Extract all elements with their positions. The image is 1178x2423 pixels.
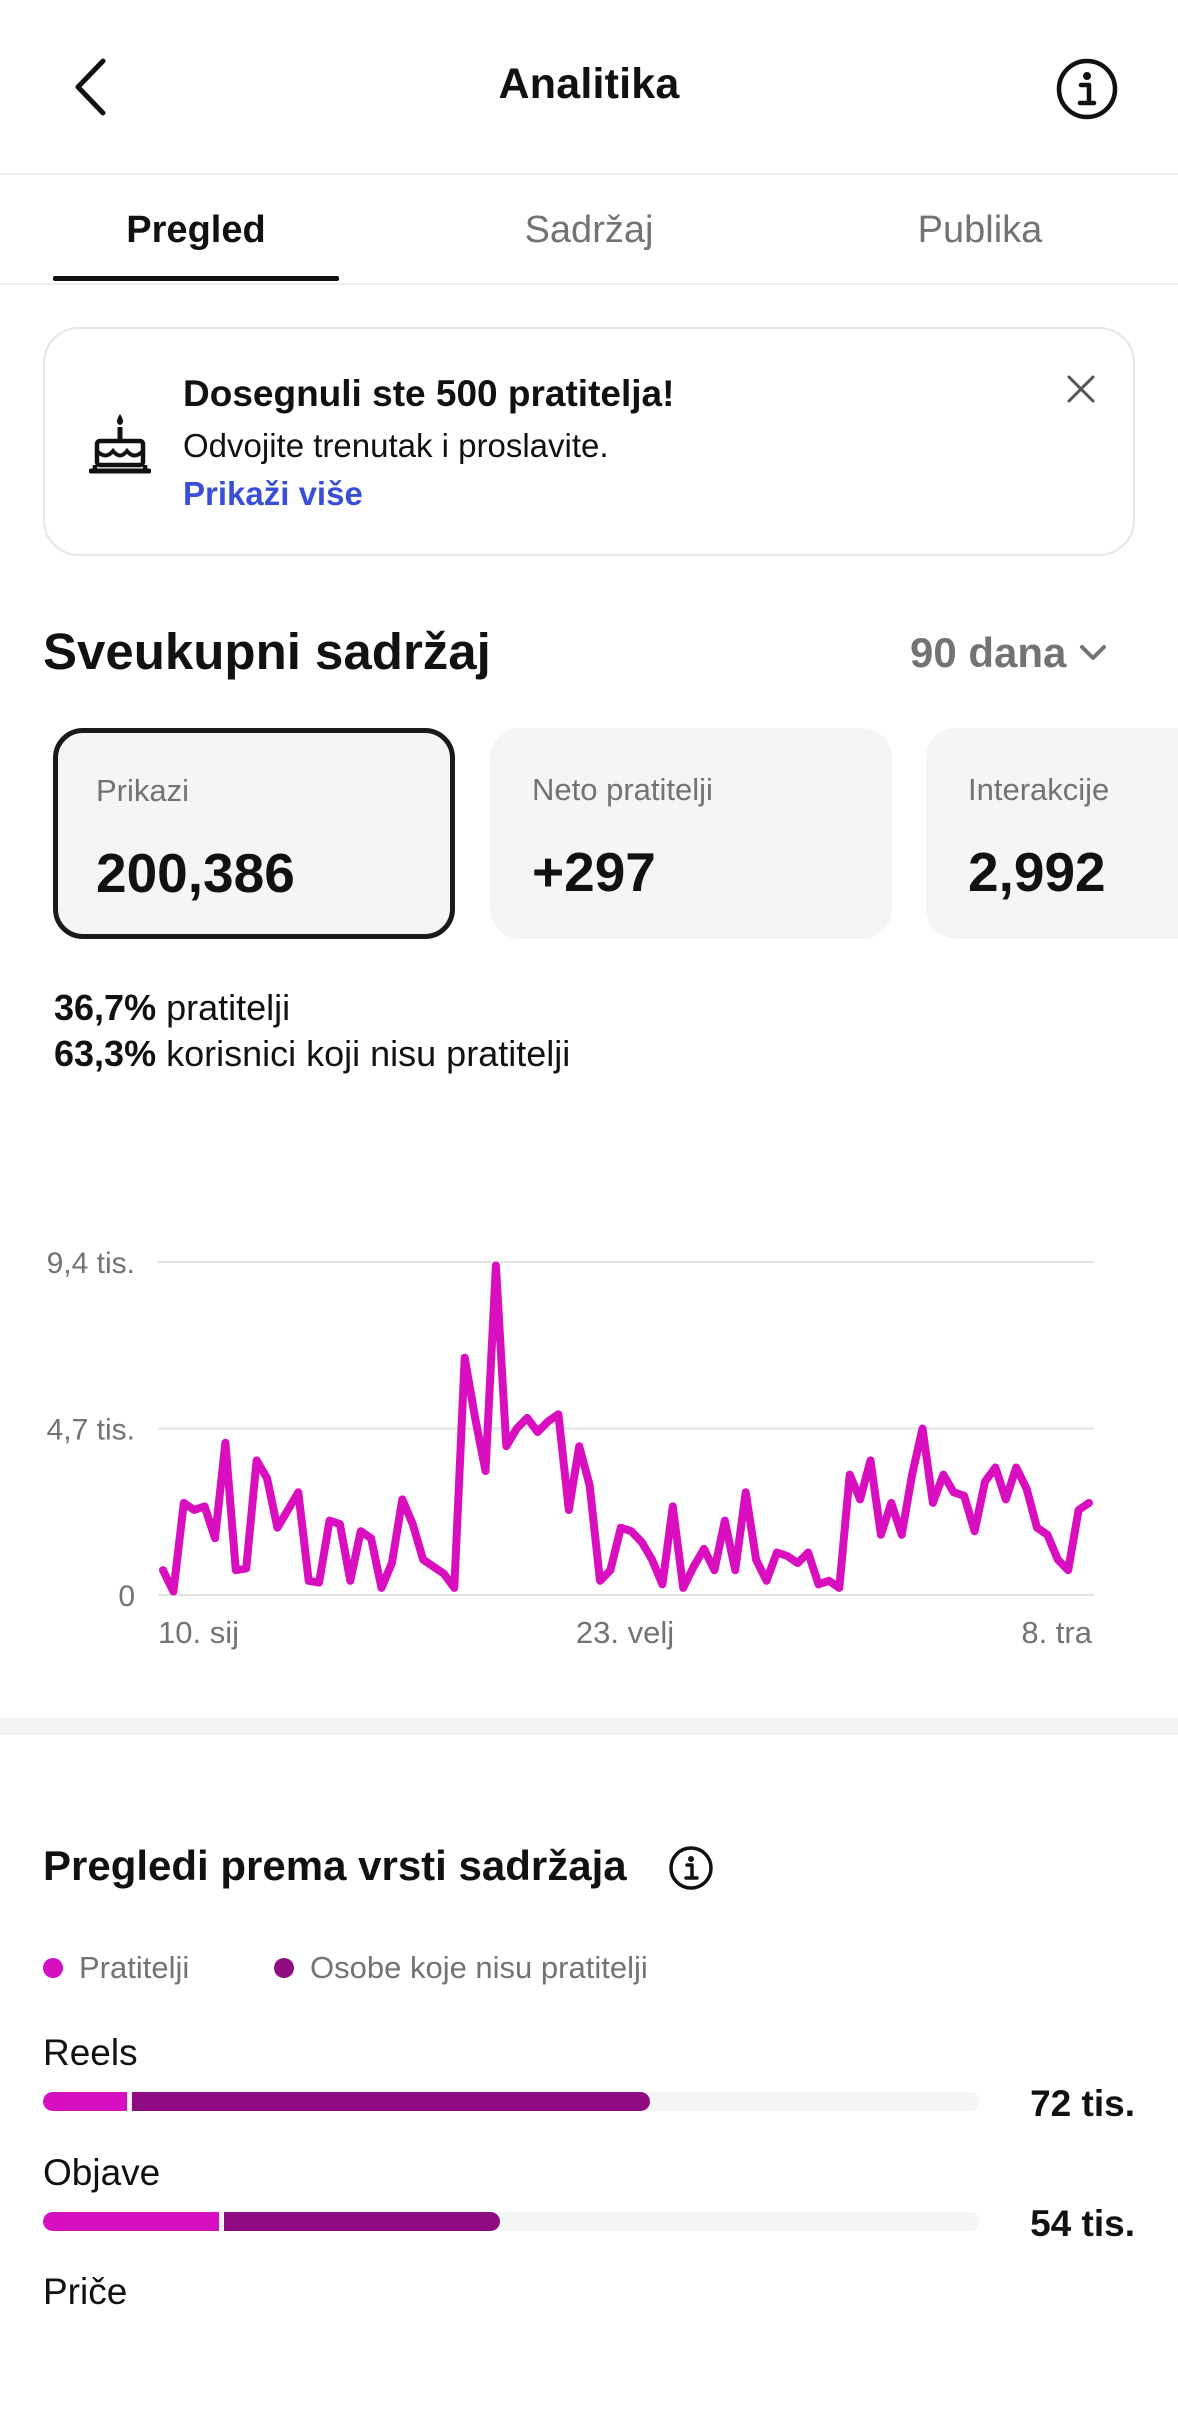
banner-title: Dosegnuli ste 500 pratitelja! bbox=[183, 373, 675, 414]
content-type-bar-objave bbox=[43, 2212, 980, 2231]
tab-pregled[interactable]: Pregled bbox=[126, 208, 266, 251]
content-type-value-objave: 54 tis. bbox=[1030, 2203, 1135, 2244]
close-icon[interactable] bbox=[1061, 369, 1101, 409]
legend-dot-non-followers bbox=[274, 1958, 294, 1978]
metric-card-interakcije[interactable]: Interakcije 2,992 bbox=[926, 728, 1178, 939]
info-icon[interactable] bbox=[668, 1845, 714, 1891]
date-range-dropdown[interactable]: 90 dana bbox=[910, 625, 1108, 681]
bar-segment-non-followers bbox=[131, 2092, 651, 2111]
y-tick-label: 0 bbox=[118, 1580, 135, 1613]
page-title: Analitika bbox=[498, 60, 680, 108]
tab-sadrzaj[interactable]: Sadržaj bbox=[524, 208, 654, 251]
y-tick-label: 4,7 tis. bbox=[47, 1414, 135, 1447]
bar-segment-followers bbox=[43, 2092, 127, 2111]
non-followers-share: 63,3% korisnici koji nisu pratitelji bbox=[54, 1033, 570, 1075]
content-type-label-price: Priče bbox=[43, 2271, 128, 2312]
views-line-chart: 0 4,7 tis. 9,4 tis. 10. sij 23. velj 8. tra bbox=[47, 1247, 1094, 1650]
overview-title: Sveukupni sadržaj bbox=[43, 623, 491, 680]
non-followers-share-pct: 63,3% bbox=[54, 1033, 157, 1074]
metric-card-neto-pratitelji[interactable]: Neto pratitelji +297 bbox=[490, 728, 892, 939]
followers-share-pct: 36,7% bbox=[54, 987, 157, 1028]
legend-item-followers: Pratitelji bbox=[43, 1950, 189, 1986]
followers-share-text: pratitelji bbox=[166, 987, 291, 1028]
metric-value: +297 bbox=[532, 841, 656, 903]
tab-publika[interactable]: Publika bbox=[917, 208, 1043, 251]
x-tick-label: 8. tra bbox=[1021, 1615, 1092, 1650]
chevron-left-icon bbox=[75, 58, 106, 116]
legend-item-non-followers: Osobe koje nisu pratitelji bbox=[274, 1950, 648, 1986]
metric-label: Prikazi bbox=[96, 773, 190, 808]
metric-label: Neto pratitelji bbox=[532, 772, 713, 807]
cake-icon bbox=[89, 414, 151, 474]
views-series-line bbox=[159, 1261, 1093, 1596]
date-range-value: 90 dana bbox=[910, 629, 1067, 676]
show-more-link[interactable]: Prikaži više bbox=[183, 475, 363, 512]
x-tick-label: 23. velj bbox=[576, 1615, 674, 1650]
banner-subtitle: Odvojite trenutak i proslavite. bbox=[183, 427, 609, 464]
info-icon bbox=[1056, 58, 1118, 120]
tab-bar: Pregled Sadržaj Publika bbox=[0, 175, 1178, 285]
legend-label: Pratitelji bbox=[79, 1950, 190, 1985]
active-tab-indicator bbox=[53, 276, 339, 281]
metric-label: Interakcije bbox=[968, 772, 1110, 807]
content-type-value-reels: 72 tis. bbox=[1030, 2083, 1135, 2124]
content-type-label-reels: Reels bbox=[43, 2032, 138, 2073]
milestone-banner: Dosegnuli ste 500 pratitelja! Odvojite t… bbox=[43, 327, 1135, 556]
followers-share: 36,7% pratitelji bbox=[54, 987, 290, 1029]
non-followers-share-text: korisnici koji nisu pratitelji bbox=[166, 1033, 571, 1074]
metric-value: 200,386 bbox=[96, 842, 295, 904]
x-tick-label: 10. sij bbox=[158, 1615, 239, 1650]
section-divider bbox=[0, 1718, 1178, 1735]
bar-segment-followers bbox=[43, 2212, 219, 2231]
bar-segment-non-followers bbox=[223, 2212, 500, 2231]
content-type-label-objave: Objave bbox=[43, 2152, 161, 2193]
legend-dot-followers bbox=[43, 1958, 63, 1978]
info-button[interactable] bbox=[1055, 57, 1119, 121]
legend-label: Osobe koje nisu pratitelji bbox=[310, 1950, 648, 1985]
chevron-down-icon bbox=[1080, 645, 1107, 660]
content-type-title: Pregledi prema vrsti sadržaja bbox=[43, 1842, 627, 1889]
metric-value: 2,992 bbox=[968, 841, 1106, 903]
back-button[interactable] bbox=[60, 52, 120, 122]
y-tick-label: 9,4 tis. bbox=[47, 1247, 135, 1280]
metric-card-prikazi[interactable]: Prikazi 200,386 bbox=[53, 728, 455, 939]
content-type-bar-reels bbox=[43, 2092, 980, 2111]
top-bar: Analitika bbox=[0, 0, 1178, 175]
